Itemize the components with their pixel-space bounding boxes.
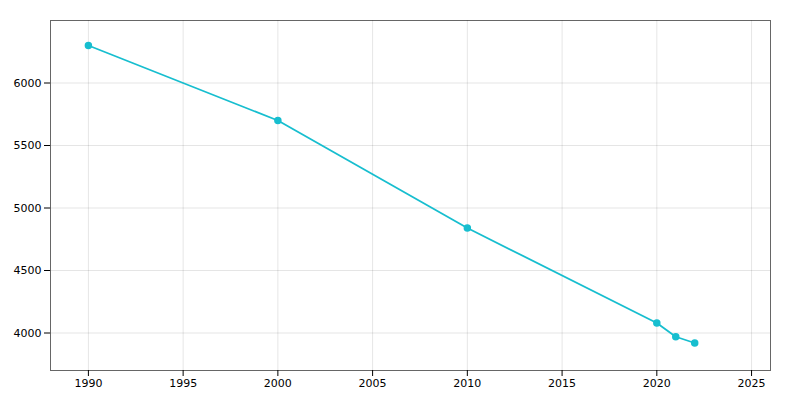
- svg-text:1990: 1990: [74, 377, 102, 390]
- svg-text:2010: 2010: [453, 377, 481, 390]
- svg-text:2000: 2000: [264, 377, 292, 390]
- svg-text:4000: 4000: [14, 327, 42, 340]
- svg-text:1995: 1995: [169, 377, 197, 390]
- svg-text:2020: 2020: [643, 377, 671, 390]
- svg-text:2015: 2015: [548, 377, 576, 390]
- svg-text:6000: 6000: [14, 77, 42, 90]
- svg-text:5000: 5000: [14, 202, 42, 215]
- svg-text:2025: 2025: [738, 377, 766, 390]
- svg-text:2005: 2005: [359, 377, 387, 390]
- svg-text:4500: 4500: [14, 264, 42, 277]
- svg-text:5500: 5500: [14, 139, 42, 152]
